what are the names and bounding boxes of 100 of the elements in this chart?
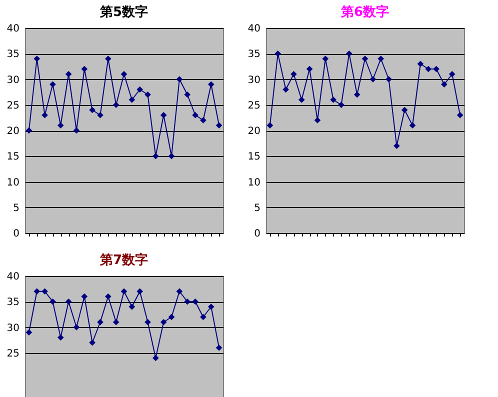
point: [152, 152, 159, 160]
point: [274, 50, 282, 57]
y-tick-label: 25: [6, 100, 20, 112]
point: [120, 70, 128, 78]
point: [306, 66, 313, 72]
point: [168, 152, 175, 160]
point: [378, 56, 384, 62]
point: [216, 122, 222, 129]
point: [200, 117, 206, 124]
point: [50, 81, 56, 88]
point: [346, 50, 352, 57]
point: [176, 288, 183, 295]
point: [208, 304, 214, 310]
point: [112, 318, 120, 326]
point: [128, 96, 136, 103]
point: [184, 91, 191, 98]
y-tick-label: 30: [6, 74, 20, 86]
point: [81, 66, 88, 72]
point: [338, 102, 344, 108]
point: [184, 298, 191, 305]
y-tick-label: 0: [254, 228, 260, 240]
point: [290, 70, 297, 78]
y-tick-label: 20: [248, 126, 260, 137]
y-tick-label: 30: [6, 322, 20, 334]
chart-title: 第5数字: [98, 4, 148, 20]
point: [433, 66, 440, 72]
point: [57, 122, 64, 129]
point: [42, 288, 48, 295]
y-tick-label: 40: [6, 272, 20, 282]
y-tick-label: 20: [6, 126, 20, 137]
point: [456, 112, 464, 118]
point: [370, 76, 376, 82]
point: [362, 56, 368, 62]
point: [73, 324, 80, 330]
point: [425, 66, 432, 72]
point: [73, 127, 80, 134]
point: [26, 127, 32, 134]
point: [409, 122, 416, 129]
point: [65, 70, 72, 78]
point: [322, 56, 329, 62]
point: [97, 318, 104, 326]
y-tick-label: 5: [13, 202, 20, 214]
y-tick-label: 35: [6, 297, 20, 308]
point: [89, 106, 96, 114]
point: [160, 112, 167, 118]
point: [168, 314, 175, 320]
point: [394, 142, 400, 150]
point: [266, 122, 274, 129]
chart-title: 第7数字: [98, 252, 148, 268]
y-tick-label: 15: [6, 152, 20, 163]
point: [144, 91, 151, 98]
point: [330, 96, 336, 103]
point: [89, 339, 96, 346]
chart-title: 第6数字: [340, 4, 390, 20]
y-tick-label: 40: [6, 24, 20, 34]
point: [176, 76, 183, 82]
point: [97, 112, 104, 118]
point: [152, 354, 159, 362]
point: [298, 96, 305, 103]
point: [314, 117, 321, 124]
point: [34, 56, 40, 62]
point: [208, 81, 214, 88]
y-tick-label: 5: [254, 202, 260, 214]
point: [136, 86, 143, 93]
y-tick-label: 25: [6, 348, 20, 360]
point: [144, 318, 151, 326]
point: [216, 344, 222, 351]
point: [50, 298, 56, 305]
point: [386, 76, 392, 82]
point: [417, 60, 424, 68]
point: [282, 86, 289, 93]
point: [120, 288, 128, 295]
point: [105, 293, 112, 300]
y-tick-label: 35: [6, 49, 20, 60]
point: [81, 293, 88, 300]
y-tick-label: 15: [248, 152, 260, 163]
y-tick-label: 35: [248, 49, 260, 60]
point: [441, 81, 448, 88]
point: [128, 304, 136, 310]
y-tick-label: 30: [248, 74, 260, 86]
y-tick-label: 0: [13, 228, 20, 240]
point: [136, 288, 143, 295]
y-tick-label: 10: [248, 177, 260, 188]
point: [192, 298, 198, 305]
point: [160, 318, 167, 326]
point: [112, 102, 120, 108]
point: [105, 56, 112, 62]
point: [354, 91, 360, 98]
point: [26, 329, 32, 336]
point: [448, 70, 456, 78]
point: [192, 112, 198, 118]
point: [42, 112, 48, 118]
y-tick-label: 40: [248, 24, 260, 34]
point: [65, 298, 72, 305]
point: [34, 288, 40, 295]
y-tick-label: 25: [248, 100, 260, 112]
point: [401, 106, 408, 114]
point: [200, 314, 206, 320]
point: [57, 334, 64, 341]
y-tick-label: 10: [6, 177, 20, 188]
